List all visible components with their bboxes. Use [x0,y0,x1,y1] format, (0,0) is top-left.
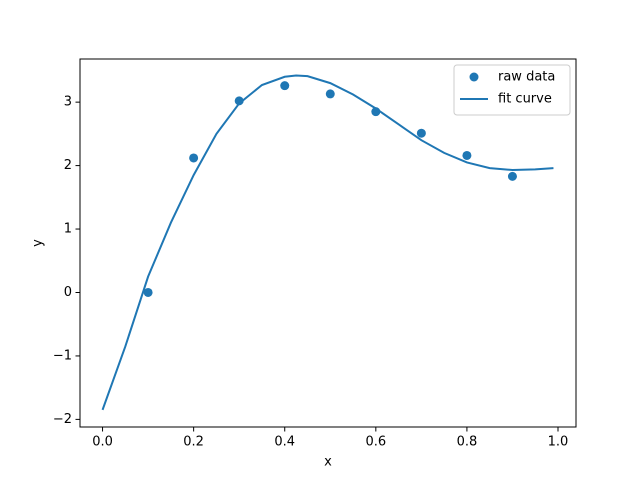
y-tick-label: 1 [64,222,72,237]
data-point [280,81,290,91]
data-point [189,153,199,163]
data-point [234,96,244,106]
x-tick-label: 0.4 [274,435,295,450]
y-tick-label: 3 [64,95,72,110]
x-axis-label: x [324,455,332,470]
data-point [462,150,472,160]
y-tick-label: 2 [64,158,72,173]
y-tick-label: −2 [53,412,72,427]
x-tick-label: 0.0 [92,435,113,450]
legend-marker [469,72,479,82]
plot-frame [79,58,577,428]
fit-line [101,74,554,411]
y-axis-label: y [31,239,46,247]
legend-label: raw data [498,70,555,85]
x-tick-label: 0.8 [457,435,478,450]
y-tick-label: −1 [53,348,72,363]
data-point [325,89,335,99]
x-tick-label: 1.0 [548,435,569,450]
y-tick-label: 0 [64,285,72,300]
data-point [507,171,517,181]
legend-box [453,64,571,116]
x-tick-label: 0.6 [365,435,386,450]
x-tick-label: 0.2 [183,435,204,450]
legend-label: fit curve [498,92,552,107]
data-point [143,287,153,297]
data-point [416,128,426,138]
